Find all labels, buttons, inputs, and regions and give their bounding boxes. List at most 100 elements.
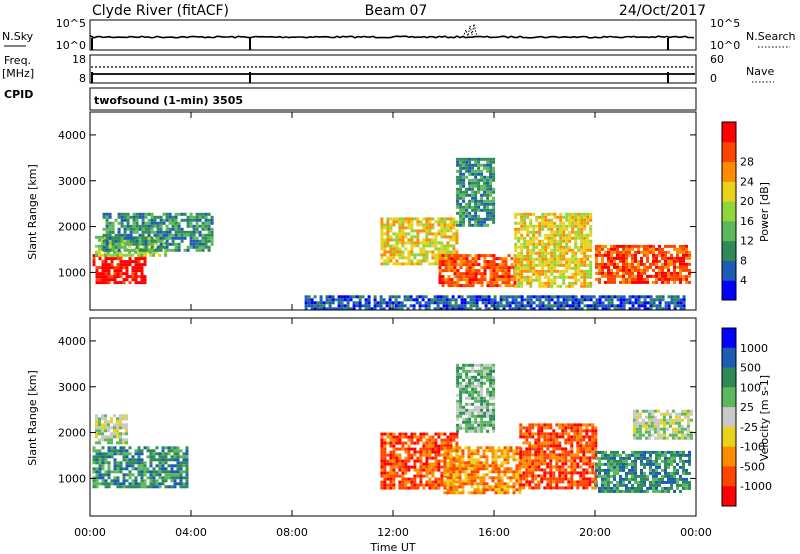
scatter-cell [677, 412, 681, 416]
scatter-cell [413, 256, 417, 260]
scatter-cell [553, 266, 557, 270]
scatter-cell [140, 250, 144, 254]
scatter-cell [436, 301, 440, 305]
scatter-cell [398, 217, 402, 221]
scatter-cell [489, 187, 493, 191]
scatter-cell [525, 426, 529, 430]
scatter-cell [152, 458, 156, 462]
noise-left-label: N.Sky [2, 30, 34, 43]
scatter-cell [383, 459, 387, 463]
scatter-cell [465, 411, 469, 415]
scatter-cell [120, 215, 124, 219]
scatter-cell [456, 381, 460, 385]
scatter-cell [488, 446, 492, 450]
scatter-cell [437, 229, 441, 233]
scatter-cell [682, 277, 685, 281]
scatter-cell [622, 277, 625, 281]
scatter-cell [462, 178, 466, 182]
scatter-cell [562, 236, 566, 240]
scatter-cell [529, 218, 533, 222]
scatter-cell [661, 489, 664, 493]
scatter-cell [455, 476, 459, 480]
scatter-cell [465, 363, 469, 367]
scatter-cell [95, 423, 98, 427]
scatter-cell [570, 474, 574, 478]
scatter-cell [483, 223, 487, 227]
scatter-cell [537, 423, 541, 427]
scatter-cell [583, 284, 587, 288]
scatter-cell [471, 157, 475, 161]
scatter-cell [158, 473, 162, 477]
scatter-cell [501, 257, 505, 261]
scatter-cell [676, 247, 679, 251]
scatter-cell [319, 298, 323, 302]
scatter-cell [543, 468, 547, 472]
scatter-cell [553, 212, 557, 216]
scatter-cell [404, 459, 408, 463]
scatter-cell [595, 259, 598, 263]
scatter-cell [437, 435, 441, 439]
scatter-cell [419, 474, 423, 478]
scatter-cell [304, 304, 308, 308]
scatter-cell [558, 471, 562, 475]
scatter-cell [574, 212, 578, 216]
scatter-cell [534, 462, 538, 466]
scatter-cell [577, 233, 581, 237]
scatter-cell [458, 464, 462, 468]
scatter-cell [558, 441, 562, 445]
scatter-cell [613, 295, 617, 299]
scatter-cell [619, 307, 623, 311]
scatter-cell [616, 256, 619, 260]
scatter-cell [483, 163, 487, 167]
scatter-cell [652, 244, 655, 248]
scatter-cell [465, 375, 469, 379]
scatter-cell [101, 269, 105, 273]
scatter-cell [561, 468, 565, 472]
scatter-cell [401, 244, 405, 248]
scatter-cell [573, 432, 577, 436]
scatter-cell [361, 304, 365, 308]
scatter-cell [462, 172, 466, 176]
scatter-cell [497, 467, 501, 471]
scatter-cell [494, 461, 498, 465]
scatter-cell [201, 221, 205, 225]
scatter-cell [497, 470, 501, 474]
scatter-cell [446, 482, 450, 486]
scatter-cell [568, 236, 572, 240]
scatter-cell [634, 456, 637, 460]
scatter-cell [134, 482, 138, 486]
scatter-cell [573, 423, 577, 427]
scatter-cell [98, 470, 102, 474]
scatter-cell [162, 230, 166, 234]
scatter-cell [416, 232, 420, 236]
scatter-cell [198, 239, 202, 243]
scatter-cell [104, 250, 107, 254]
scatter-cell [550, 251, 554, 255]
scatter-cell [149, 479, 153, 483]
scatter-cell [688, 253, 691, 257]
scatter-cell [673, 271, 676, 275]
scatter-cell [571, 212, 575, 216]
scatter-cell [526, 266, 530, 270]
scatter-cell [468, 381, 472, 385]
scatter-cell [401, 226, 405, 230]
scatter-cell [492, 196, 496, 200]
scatter-cell [135, 239, 139, 243]
scatter-cell [140, 467, 144, 471]
scatter-cell [679, 277, 682, 281]
scatter-cell [658, 450, 661, 454]
scatter-cell [407, 465, 411, 469]
scatter-cell [568, 245, 572, 249]
scatter-cell [131, 467, 135, 471]
scatter-cell [561, 450, 565, 454]
scatter-cell [450, 266, 454, 270]
scatter-cell [517, 304, 521, 308]
scatter-cell [110, 260, 114, 264]
scatter-cell [401, 229, 405, 233]
scatter-cell [183, 230, 187, 234]
scatter-cell [652, 459, 655, 463]
scatter-cell [553, 230, 557, 234]
scatter-cell [664, 453, 667, 457]
scatter-cell [631, 304, 635, 308]
scatter-cell [529, 254, 533, 258]
